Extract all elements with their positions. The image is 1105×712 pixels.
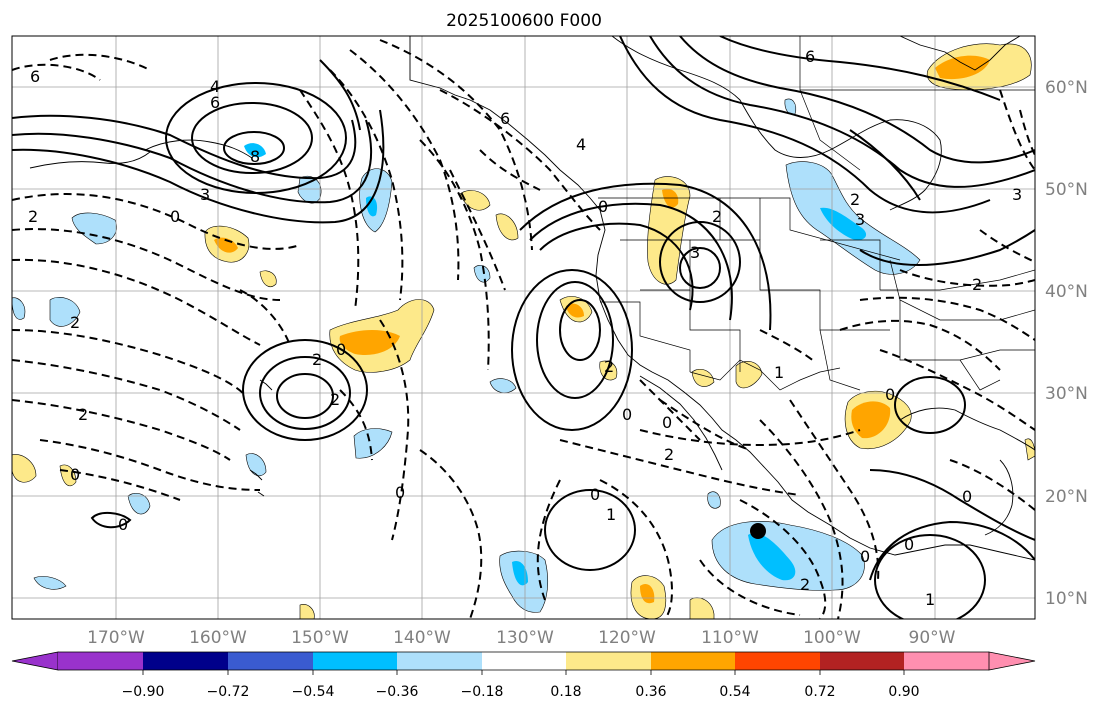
- colorbar-tick-label: 0.72: [804, 684, 835, 700]
- contour-label: 6: [210, 93, 220, 112]
- contour-label: 6: [500, 109, 510, 128]
- contour-label: 0: [70, 465, 80, 484]
- colorbar-tick-label: 0.54: [719, 684, 750, 700]
- contour-label: 0: [622, 405, 632, 424]
- colorbar-segment: [397, 652, 482, 670]
- colorbar-tick-label: −0.36: [376, 684, 419, 700]
- contour-labels: 6 4 6 8 3 0 2 6 4 0 2 2 3 6 3 2 2 3 0 2 …: [28, 47, 1022, 609]
- contour-label: 4: [576, 135, 586, 154]
- colorbar-segment: [58, 652, 143, 670]
- coastline-layer: [29, 36, 1035, 561]
- colorbar-segment: [482, 652, 566, 670]
- contour-label: 6: [30, 67, 40, 86]
- contour-label: 0: [598, 197, 608, 216]
- longitude-labels: 170°W 160°W 150°W 140°W 130°W 120°W 110°…: [87, 628, 956, 648]
- lon-label: 160°W: [189, 628, 247, 648]
- contour-label: 0: [170, 207, 180, 226]
- colorbar-segment: [228, 652, 313, 670]
- contour-label: 2: [972, 275, 982, 294]
- lat-label: 20°N: [1045, 487, 1088, 507]
- colorbar-segment: [735, 652, 820, 670]
- contour-label: 0: [395, 483, 405, 502]
- map-title: 2025100600 F000: [446, 11, 602, 31]
- contour-label: 4: [210, 77, 220, 96]
- contour-label: 2: [330, 390, 340, 409]
- contour-label: 2: [712, 207, 722, 226]
- lat-label: 60°N: [1045, 78, 1088, 98]
- colorbar-tick-label: 0.36: [635, 684, 666, 700]
- lat-label: 40°N: [1045, 282, 1088, 302]
- lon-label: 150°W: [291, 628, 349, 648]
- contour-label: 0: [885, 385, 895, 404]
- lat-label: 30°N: [1045, 384, 1088, 404]
- contour-label: 0: [860, 547, 870, 566]
- latitude-labels: 60°N 50°N 40°N 30°N 20°N 10°N: [1045, 78, 1088, 609]
- colorbar-segment: [313, 652, 397, 670]
- colorbar-extend-high: [988, 651, 1036, 671]
- colorbar-tick-label: 0.18: [550, 684, 581, 700]
- lon-label: 130°W: [496, 628, 554, 648]
- lon-label: 140°W: [393, 628, 451, 648]
- contour-label: 2: [28, 207, 38, 226]
- map-panel: 6 4 6 8 3 0 2 6 4 0 2 2 3 6 3 2 2 3 0 2 …: [12, 36, 1035, 619]
- colorbar-tick-label: −0.90: [122, 684, 165, 700]
- colorbar-tick-label: −0.18: [461, 684, 504, 700]
- contour-label: 1: [774, 363, 784, 382]
- lon-label: 100°W: [803, 628, 861, 648]
- contour-label: 2: [800, 575, 810, 594]
- contour-label: 2: [312, 350, 322, 369]
- contour-label: 6: [805, 47, 815, 66]
- colorbar-tick-label: −0.72: [207, 684, 250, 700]
- colorbar-segment: [143, 652, 228, 670]
- contour-label: 3: [1012, 185, 1022, 204]
- colorbar-tick-label: 0.90: [888, 684, 919, 700]
- contour-label: 1: [606, 505, 616, 524]
- contour-label: 3: [200, 185, 210, 204]
- colorbar-segment: [904, 652, 989, 670]
- colorbar-segment: [820, 652, 904, 670]
- lon-label: 120°W: [598, 628, 656, 648]
- solid-contour-layer: [12, 36, 1035, 619]
- colorbar-segment: [566, 652, 651, 670]
- colorbar-tick-label: −0.54: [292, 684, 335, 700]
- colorbar: −0.90 −0.72 −0.54 −0.36 −0.18 0.18 0.36 …: [11, 651, 1036, 700]
- contour-label: 0: [904, 535, 914, 554]
- contour-label: 2: [850, 190, 860, 209]
- lon-label: 90°W: [909, 628, 956, 648]
- contour-label: 0: [662, 413, 672, 432]
- location-marker: [750, 523, 766, 539]
- lon-label: 170°W: [87, 628, 145, 648]
- dashed-contour-layer: [12, 39, 1035, 619]
- colorbar-extend-low: [11, 651, 59, 671]
- contour-label: 2: [664, 445, 674, 464]
- map-frame: [11, 35, 1036, 620]
- contour-label: 2: [604, 357, 614, 376]
- contour-label: 3: [855, 210, 865, 229]
- lat-label: 10°N: [1045, 589, 1088, 609]
- contour-label: 0: [590, 485, 600, 504]
- contour-label: 2: [78, 405, 88, 424]
- contour-label: 0: [118, 515, 128, 534]
- lon-label: 110°W: [701, 628, 759, 648]
- colorbar-segment: [651, 652, 735, 670]
- contour-label: 0: [336, 340, 346, 359]
- contour-label: 3: [690, 243, 700, 262]
- lat-label: 50°N: [1045, 180, 1088, 200]
- contour-label: 8: [250, 147, 260, 166]
- contour-label: 1: [925, 590, 935, 609]
- contour-label: 2: [70, 313, 80, 332]
- contour-label: 0: [962, 487, 972, 506]
